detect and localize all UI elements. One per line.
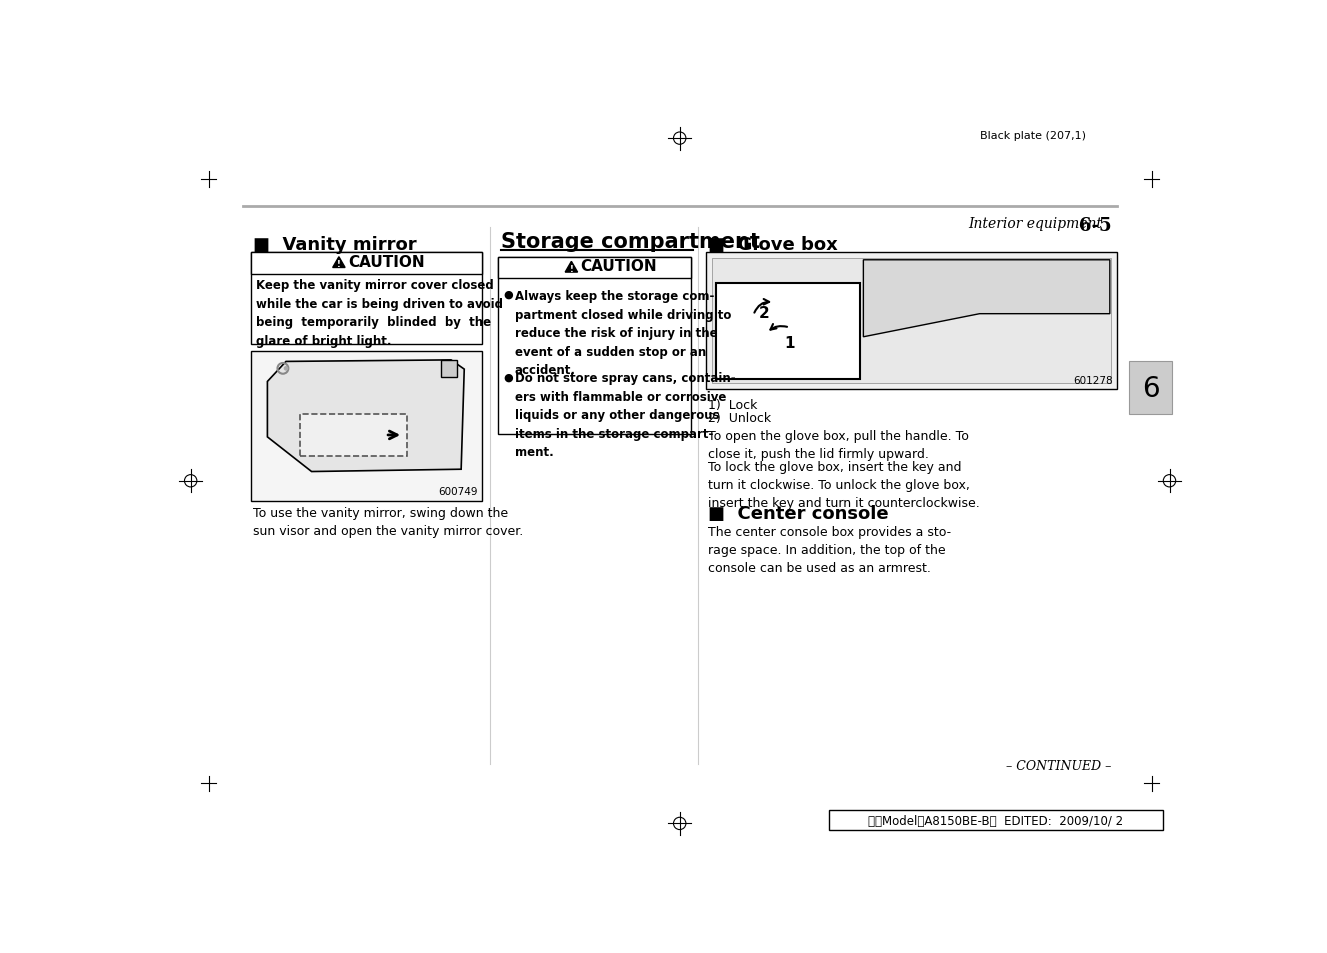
Text: ●: ●	[504, 372, 514, 382]
Bar	[251, 253, 482, 345]
Text: ●: ●	[504, 290, 514, 300]
Text: 6: 6	[1141, 375, 1160, 402]
Bar	[1129, 362, 1172, 415]
Text: Always keep the storage com-
partment closed while driving to
reduce the risk of: Always keep the storage com- partment cl…	[515, 290, 731, 376]
Bar	[499, 257, 690, 279]
Text: To open the glove box, pull the handle. To
close it, push the lid firmly upward.: To open the glove box, pull the handle. …	[709, 430, 969, 460]
Bar	[499, 257, 690, 435]
Polygon shape	[713, 259, 1112, 383]
Text: ■  Glove box: ■ Glove box	[709, 236, 839, 253]
Text: 6-5: 6-5	[954, 216, 1112, 234]
Text: To use the vanity mirror, swing down the
sun visor and open the vanity mirror co: To use the vanity mirror, swing down the…	[253, 507, 524, 537]
Text: CAUTION: CAUTION	[348, 254, 425, 270]
Polygon shape	[565, 262, 577, 273]
Text: CAUTION: CAUTION	[581, 259, 657, 274]
Polygon shape	[717, 284, 860, 379]
Text: 601278: 601278	[1074, 375, 1113, 385]
Circle shape	[284, 367, 288, 372]
Text: 1)  Lock: 1) Lock	[709, 399, 758, 412]
Text: !: !	[569, 265, 573, 274]
Text: Keep the vanity mirror cover closed
while the car is being driven to avoid
being: Keep the vanity mirror cover closed whil…	[256, 279, 503, 348]
Text: Do not store spray cans, contain-
ers with flammable or corrosive
liquids or any: Do not store spray cans, contain- ers wi…	[515, 372, 735, 459]
Bar	[828, 810, 1164, 830]
Bar	[251, 253, 482, 274]
Bar	[300, 415, 407, 456]
Text: Black plate (207,1): Black plate (207,1)	[979, 132, 1085, 141]
Text: 北米ModelａA8150BE-Bｂ  EDITED:  2009/10/ 2: 北米ModelａA8150BE-Bｂ EDITED: 2009/10/ 2	[868, 814, 1124, 827]
Text: To lock the glove box, insert the key and
turn it clockwise. To unlock the glove: To lock the glove box, insert the key an…	[709, 460, 981, 510]
Text: 1: 1	[784, 336, 795, 351]
Polygon shape	[441, 360, 456, 377]
Text: !: !	[337, 260, 341, 269]
Polygon shape	[268, 360, 464, 472]
Polygon shape	[864, 260, 1109, 337]
Text: 2)  Unlock: 2) Unlock	[709, 412, 771, 424]
Text: ■  Center console: ■ Center console	[709, 504, 889, 522]
Text: 600749: 600749	[439, 487, 478, 497]
Bar	[251, 352, 482, 501]
Text: Storage compartment: Storage compartment	[500, 232, 759, 252]
Text: 2: 2	[759, 305, 770, 320]
Bar	[706, 253, 1117, 390]
Polygon shape	[333, 257, 345, 268]
Text: Interior equipment: Interior equipment	[969, 216, 1112, 231]
Text: ■  Vanity mirror: ■ Vanity mirror	[253, 236, 417, 253]
Text: The center console box provides a sto-
rage space. In addition, the top of the
c: The center console box provides a sto- r…	[709, 525, 951, 574]
Text: – CONTINUED –: – CONTINUED –	[1006, 759, 1112, 772]
